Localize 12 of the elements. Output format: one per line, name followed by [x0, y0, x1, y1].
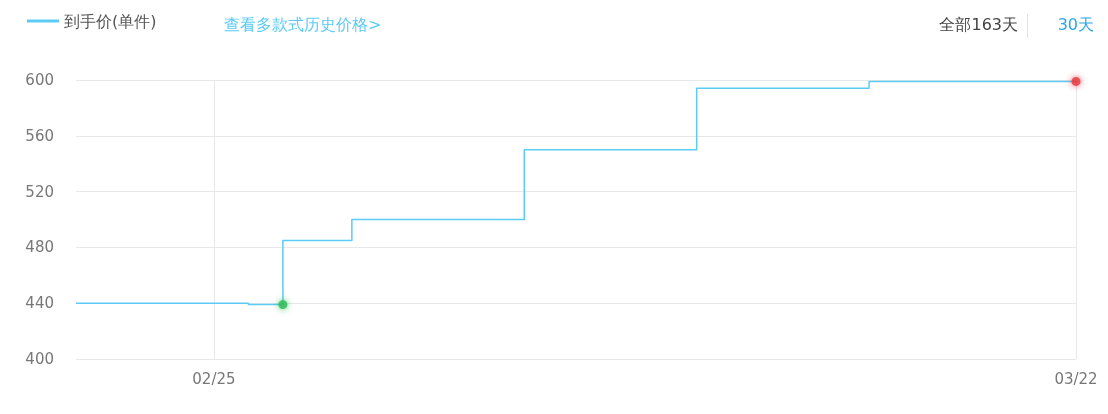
y-tick-label: 560: [25, 126, 54, 145]
y-tick-label: 400: [25, 350, 54, 368]
y-tick-label: 440: [25, 294, 54, 313]
text: 全部163天: [939, 14, 1019, 34]
legend-label: 到手价(单件): [64, 11, 157, 31]
text: 查看多款式历史价格>: [224, 14, 382, 34]
y-tick-label: 600: [25, 71, 54, 89]
x-tick-label: 03/22: [1054, 369, 1098, 388]
y-tick-label: 520: [25, 182, 54, 201]
x-tick-label: 02/25: [192, 369, 236, 388]
text: 30天: [1057, 14, 1094, 34]
y-tick-label: 480: [25, 238, 54, 257]
